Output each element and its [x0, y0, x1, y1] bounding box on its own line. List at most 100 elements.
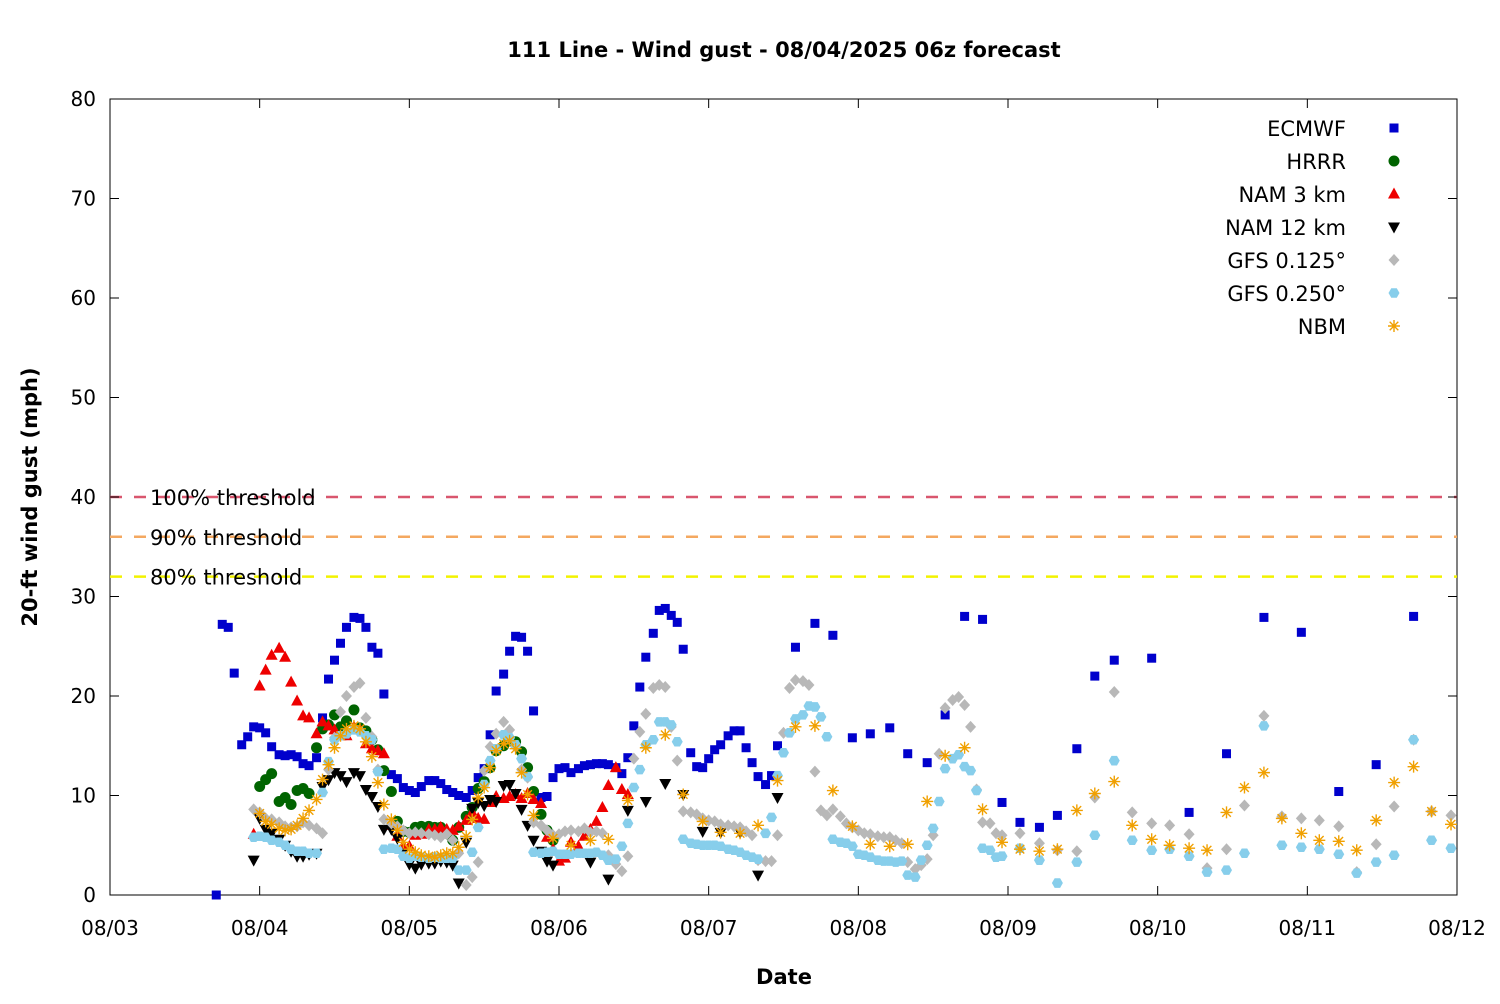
- data-point: [596, 800, 609, 812]
- data-point: [641, 652, 651, 662]
- data-point: [503, 734, 516, 747]
- data-point: [453, 865, 465, 875]
- data-point: [760, 828, 772, 839]
- data-point: [1033, 855, 1045, 865]
- data-point: [377, 747, 390, 759]
- data-point: [484, 755, 496, 766]
- data-point: [461, 792, 471, 802]
- y-tick-label: 0: [83, 883, 96, 907]
- data-point: [317, 827, 329, 840]
- data-point: [436, 779, 446, 789]
- data-point: [1313, 814, 1325, 827]
- data-point: [710, 745, 720, 755]
- data-point: [1222, 749, 1232, 759]
- data-point: [729, 726, 739, 736]
- data-point: [809, 765, 821, 778]
- data-point: [1033, 845, 1046, 858]
- data-point: [253, 807, 266, 820]
- y-tick-label: 80: [71, 87, 96, 111]
- data-point: [334, 705, 346, 718]
- data-point: [265, 648, 278, 660]
- data-point: [865, 729, 875, 739]
- data-point: [903, 749, 913, 759]
- data-point: [353, 771, 366, 783]
- data-point: [1370, 857, 1382, 867]
- data-point: [560, 763, 570, 773]
- data-point: [1201, 844, 1214, 857]
- data-point: [273, 641, 286, 653]
- data-point: [1089, 830, 1101, 841]
- data-point: [821, 809, 833, 822]
- data-point: [266, 768, 278, 780]
- data-point: [442, 785, 452, 795]
- y-tick-label: 60: [71, 286, 96, 310]
- data-point: [415, 859, 428, 871]
- y-tick-label: 30: [71, 585, 96, 609]
- x-tick-label: 08/09: [979, 916, 1037, 940]
- data-point: [659, 728, 672, 741]
- data-point: [516, 753, 528, 764]
- data-point: [1163, 839, 1176, 852]
- data-point: [672, 617, 682, 627]
- data-point: [297, 812, 310, 825]
- data-point: [864, 828, 876, 841]
- data-point: [528, 847, 540, 857]
- data-point: [735, 726, 745, 736]
- data-point: [335, 638, 345, 648]
- data-point: [654, 605, 664, 615]
- data-point: [666, 610, 676, 620]
- legend-label: GFS 0.250°: [1227, 282, 1346, 306]
- data-point: [1014, 827, 1026, 840]
- data-point: [484, 761, 497, 774]
- data-point: [1033, 837, 1045, 850]
- data-point: [1015, 817, 1025, 827]
- data-point: [698, 763, 708, 773]
- data-point: [367, 642, 377, 652]
- data-point: [473, 773, 483, 783]
- data-point: [1108, 775, 1121, 788]
- data-point: [535, 796, 548, 808]
- data-point: [1238, 848, 1250, 858]
- data-point: [915, 855, 927, 865]
- y-axis-label: 20-ft wind gust (mph): [18, 367, 42, 626]
- data-point: [953, 690, 965, 703]
- data-point: [371, 776, 384, 789]
- data-point: [247, 855, 260, 867]
- data-point: [490, 796, 503, 808]
- data-point: [416, 782, 426, 792]
- data-point: [304, 761, 314, 771]
- data-point: [452, 878, 465, 890]
- data-point: [1388, 800, 1400, 813]
- data-point: [398, 783, 408, 793]
- data-point: [267, 742, 277, 752]
- y-tick-label: 10: [71, 784, 96, 808]
- data-point: [753, 772, 763, 782]
- data-point: [628, 752, 640, 765]
- data-point: [714, 826, 727, 839]
- data-point: [602, 855, 614, 865]
- data-point: [815, 712, 827, 722]
- data-point: [467, 786, 477, 796]
- data-point: [996, 829, 1008, 842]
- data-point: [485, 730, 495, 740]
- data-point: [773, 741, 783, 751]
- data-point: [789, 714, 801, 724]
- data-point: [359, 735, 372, 748]
- data-point: [328, 741, 341, 754]
- series-nbm: [253, 719, 1458, 864]
- data-point: [311, 848, 323, 858]
- data-point: [554, 764, 564, 774]
- data-point: [746, 829, 758, 842]
- data-point: [509, 789, 522, 801]
- data-point: [303, 711, 316, 723]
- data-point: [622, 818, 634, 829]
- data-point: [265, 818, 278, 831]
- data-point: [1371, 760, 1381, 770]
- data-point: [622, 850, 634, 863]
- data-point: [223, 622, 233, 632]
- data-point: [771, 774, 784, 787]
- data-point: [303, 804, 316, 817]
- data-point: [515, 791, 528, 803]
- data-point: [602, 874, 615, 886]
- data-point: [1259, 612, 1269, 622]
